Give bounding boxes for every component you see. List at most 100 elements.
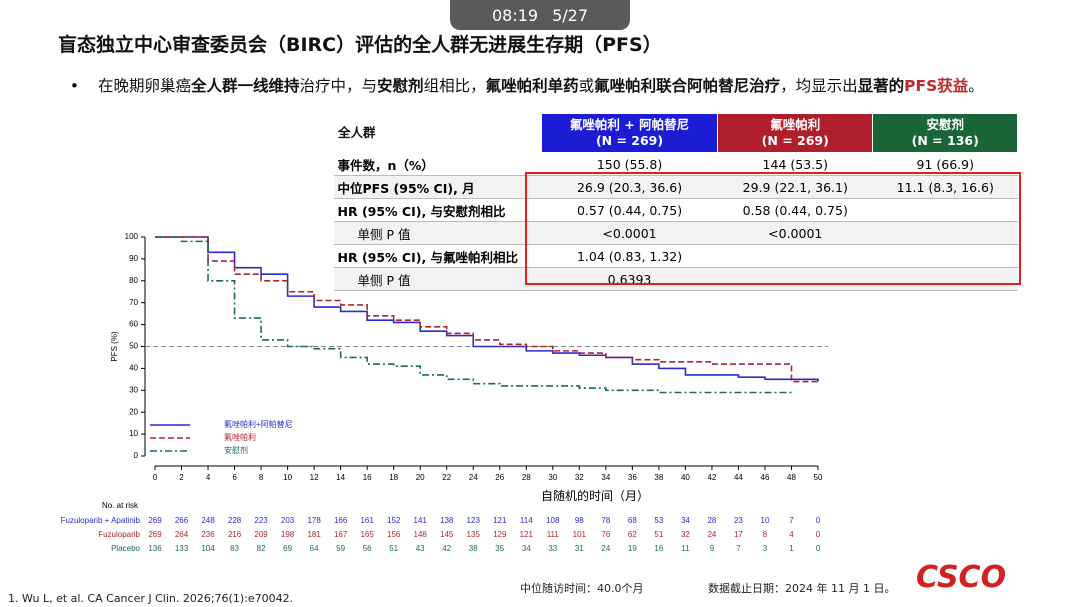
x-tick-label: 24 bbox=[469, 473, 478, 482]
risk-count: 34 bbox=[522, 544, 531, 553]
x-tick-label: 2 bbox=[179, 473, 184, 482]
table-cell: HR (95% CI), 与安慰剂相比 bbox=[333, 198, 542, 222]
risk-count: 78 bbox=[601, 516, 610, 525]
slide-title: 盲态独立中心审查委员会（BIRC）评估的全人群无进展生存期（PFS） bbox=[58, 34, 662, 56]
legend-label: 氟唑帕利 bbox=[224, 432, 256, 442]
risk-row-label: Fuzuloparib + Apatinib bbox=[61, 516, 141, 525]
risk-count: 236 bbox=[201, 530, 215, 539]
x-tick-label: 26 bbox=[495, 473, 504, 482]
bullet-text: 在晚期卵巢癌全人群一线维持治疗中，与安慰剂组相比，氟唑帕利单药或氟唑帕利联合阿帕… bbox=[98, 70, 998, 102]
y-tick-label: 0 bbox=[134, 451, 139, 460]
risk-count: 31 bbox=[575, 544, 584, 553]
bullet-segment: 全人群一线维持 bbox=[191, 77, 300, 95]
risk-count: 43 bbox=[416, 544, 425, 553]
risk-table-title: No. at risk bbox=[102, 501, 139, 510]
header-row: 全人群 氟唑帕利 + 阿帕替尼 (N = 269) 氟唑帕利 (N = 269) 安慰剂(… bbox=[333, 113, 1018, 153]
y-tick-label: 50 bbox=[129, 342, 138, 351]
risk-count: 7 bbox=[789, 516, 794, 525]
header-cell: 安慰剂 (N = 136) bbox=[872, 113, 1018, 153]
table-cell: 1.04 (0.83, 1.32) bbox=[541, 244, 718, 268]
risk-count: 223 bbox=[254, 516, 268, 525]
x-tick-label: 42 bbox=[707, 473, 716, 482]
table-cell bbox=[872, 198, 1018, 222]
table-cell: 单侧 P 值 bbox=[333, 221, 542, 245]
table-row: 事件数，n（%） 150 (55.8) 144 (53.5) 91 (66.9) bbox=[333, 152, 1018, 176]
table-cell: <0.0001 bbox=[717, 221, 873, 245]
risk-count: 101 bbox=[573, 530, 587, 539]
risk-count: 1 bbox=[789, 544, 794, 553]
x-tick-label: 38 bbox=[654, 473, 663, 482]
risk-count: 9 bbox=[710, 544, 715, 553]
cutoff: 数据截止日期：2024 年 11 月 1 日。 bbox=[708, 582, 896, 595]
bullet-segment: 或 bbox=[578, 77, 595, 95]
header-line: (N = 136) bbox=[911, 133, 979, 148]
header-line: 氟唑帕利 bbox=[770, 117, 821, 132]
table-cell: 91 (66.9) bbox=[872, 152, 1018, 176]
risk-count: 62 bbox=[628, 530, 637, 539]
risk-count: 83 bbox=[230, 544, 239, 553]
risk-count: 178 bbox=[307, 516, 321, 525]
x-tick-label: 32 bbox=[575, 473, 584, 482]
risk-count: 228 bbox=[228, 516, 242, 525]
header-line: (N = 269) bbox=[761, 133, 829, 148]
x-tick-label: 28 bbox=[522, 473, 531, 482]
risk-count: 11 bbox=[681, 544, 690, 553]
risk-count: 114 bbox=[520, 516, 533, 525]
risk-count: 24 bbox=[707, 530, 716, 539]
risk-count: 51 bbox=[389, 544, 398, 553]
x-tick-label: 18 bbox=[389, 473, 398, 482]
risk-count: 53 bbox=[654, 516, 663, 525]
legend-label: 氟唑帕利+阿帕替尼 bbox=[224, 419, 293, 429]
x-tick-label: 10 bbox=[283, 473, 292, 482]
risk-count: 32 bbox=[681, 530, 690, 539]
risk-count: 129 bbox=[493, 530, 507, 539]
table-cell: 中位PFS (95% CI), 月 bbox=[333, 175, 542, 199]
x-tick-label: 48 bbox=[787, 473, 796, 482]
x-tick-label: 0 bbox=[153, 473, 158, 482]
risk-count: 24 bbox=[601, 544, 610, 553]
risk-count: 42 bbox=[442, 544, 451, 553]
risk-count: 35 bbox=[495, 544, 504, 553]
x-tick-label: 12 bbox=[310, 473, 319, 482]
table-cell: 29.9 (22.1, 36.1) bbox=[717, 175, 873, 199]
x-axis-label: 自随机的时间（月） bbox=[541, 488, 649, 503]
risk-count: 269 bbox=[148, 530, 162, 539]
table-cell: 0.58 (0.44, 0.75) bbox=[717, 198, 873, 222]
y-tick-label: 90 bbox=[129, 254, 138, 263]
risk-count: 0 bbox=[816, 544, 821, 553]
risk-count: 33 bbox=[548, 544, 557, 553]
table-cell bbox=[872, 244, 1018, 268]
header-cell: 全人群 bbox=[333, 113, 542, 153]
table-cell bbox=[872, 221, 1018, 245]
legend-label: 安慰剂 bbox=[224, 445, 248, 455]
x-tick-label: 36 bbox=[628, 473, 637, 482]
risk-count: 209 bbox=[254, 530, 268, 539]
y-tick-label: 70 bbox=[129, 298, 138, 307]
y-tick-label: 20 bbox=[129, 407, 138, 416]
risk-count: 136 bbox=[148, 544, 162, 553]
table-cell bbox=[717, 244, 873, 268]
table-cell: 单侧 P 值 bbox=[333, 267, 542, 291]
x-tick-label: 44 bbox=[734, 473, 743, 482]
x-tick-label: 16 bbox=[363, 473, 372, 482]
table-cell: 144 (53.5) bbox=[717, 152, 873, 176]
km-curve bbox=[155, 236, 819, 382]
risk-count: 161 bbox=[360, 516, 374, 525]
risk-count: 123 bbox=[467, 516, 481, 525]
risk-count: 34 bbox=[681, 516, 690, 525]
header-line: 安慰剂 bbox=[926, 117, 964, 132]
risk-count: 203 bbox=[281, 516, 295, 525]
bullet-segment: 氟唑帕利联合阿帕替尼治疗 bbox=[594, 77, 781, 95]
km-curve bbox=[155, 236, 819, 384]
risk-count: 167 bbox=[334, 530, 348, 539]
table-cell: HR (95% CI), 与氟唑帕利相比 bbox=[333, 244, 542, 268]
risk-count: 8 bbox=[763, 530, 768, 539]
table-cell: 150 (55.8) bbox=[541, 152, 718, 176]
risk-count: 104 bbox=[201, 544, 215, 553]
risk-count: 23 bbox=[734, 516, 743, 525]
table-row: 中位PFS (95% CI), 月 26.9 (20.3, 36.6) 29.9 (… bbox=[333, 175, 1018, 199]
x-tick-label: 8 bbox=[259, 473, 264, 482]
y-tick-label: 10 bbox=[129, 429, 138, 438]
